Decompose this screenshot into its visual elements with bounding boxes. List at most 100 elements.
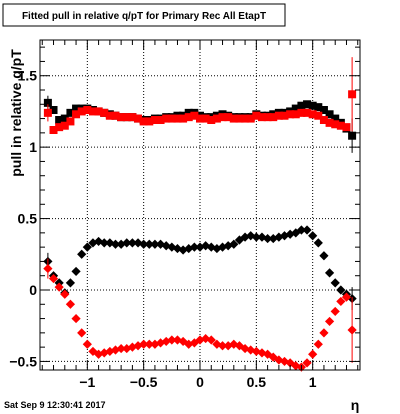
data-point-square [336,121,345,130]
axis-ticks [40,40,360,370]
data-point-diamond [127,342,137,352]
data-point-diamond [285,229,295,239]
data-point-diamond [330,306,340,317]
data-point-diamond [296,225,307,235]
data-point-diamond [178,336,188,347]
data-point-diamond [341,292,352,302]
data-point-diamond [330,278,340,288]
data-point-square [201,114,210,123]
data-point-square [94,107,103,116]
data-point-diamond [88,238,98,248]
data-point-square [297,108,306,117]
data-point-diamond [324,268,335,278]
x-tick-labels: −1 −0.5 0 0.5 1 [79,374,316,390]
y-tick-label: 1 [29,139,37,155]
data-point-diamond [257,348,267,358]
data-point-diamond [336,296,346,307]
data-point-diamond [144,339,154,349]
data-point-diamond [167,335,177,345]
data-point-square [139,117,148,126]
data-point-square [179,114,188,123]
data-point-square [257,113,266,122]
data-point-diamond [251,346,261,357]
chart-title: Fitted pull in relative q/pT for Primary… [22,11,266,22]
data-point-diamond [150,239,160,249]
data-point-square [83,106,92,114]
data-point-square [162,114,171,123]
data-point-square [150,116,159,124]
data-point-square [49,106,58,114]
y-tick-label: 0 [29,282,37,298]
data-point-diamond [71,266,81,277]
data-point-diamond [77,249,87,259]
data-point-square [43,98,52,107]
data-point-diamond [155,338,166,348]
data-point-square [43,108,52,117]
series-1 [43,57,357,134]
data-point-square [145,117,154,126]
data-point-square [117,113,126,122]
data-point-diamond [122,343,132,354]
data-point-square [291,110,300,119]
data-point-square [348,131,357,140]
data-point-square [55,116,64,124]
data-point-diamond [82,339,92,349]
series-3 [43,258,357,372]
data-point-diamond [139,339,149,349]
data-point-square [246,114,255,123]
data-point-diamond [99,348,109,358]
data-point-square [325,110,334,119]
data-point-square [49,126,58,134]
data-point-square [308,110,317,119]
data-point-square [128,113,137,122]
data-point-diamond [302,358,312,368]
data-point-diamond [65,299,76,309]
data-point-diamond [279,231,290,241]
data-point-square [212,114,221,123]
data-point-diamond [251,232,261,242]
y-axis-title: pull in relative q/pT [8,49,24,177]
data-point-square [308,101,317,110]
data-point-diamond [206,335,216,345]
data-point-square [111,111,120,120]
data-point-diamond [302,225,312,235]
x-axis-title: η [351,397,360,413]
data-point-square [235,114,244,123]
data-point-square [173,114,182,123]
data-point-diamond [274,232,284,242]
data-point-diamond [88,346,98,357]
data-point-diamond [71,313,81,324]
data-point-diamond [263,233,273,244]
data-point-square [218,113,227,122]
data-point-diamond [319,328,329,338]
data-point-square [263,113,272,122]
timestamp-footer: Sat Sep 9 12:30:41 2017 [4,400,106,410]
data-point-diamond [43,263,53,274]
y-tick-labels: −0.5 0 0.5 1 1.5 [9,68,37,370]
data-point-square [224,113,233,122]
data-point-square [60,114,69,123]
data-point-square [348,90,357,99]
data-point-square [184,108,193,117]
data-point-diamond [217,341,228,351]
data-point-diamond [313,238,323,248]
data-point-square [55,123,64,132]
data-point-square [319,116,328,124]
data-point-square [314,103,323,112]
data-point-diamond [48,273,59,284]
data-point-square [72,110,81,119]
data-point-diamond [313,339,323,349]
data-point-square [252,111,261,120]
data-point-square [122,113,131,122]
data-point-square [325,118,334,127]
data-point-square [274,111,283,120]
y-tick-label: 0.5 [18,211,38,227]
data-point-square [207,116,216,124]
data-point-square [134,114,143,123]
data-point-square [331,120,340,129]
x-tick-label: 0 [196,374,204,390]
x-tick-label: −0.5 [130,374,158,390]
data-point-diamond [347,325,357,335]
x-tick-label: 0.5 [247,374,267,390]
